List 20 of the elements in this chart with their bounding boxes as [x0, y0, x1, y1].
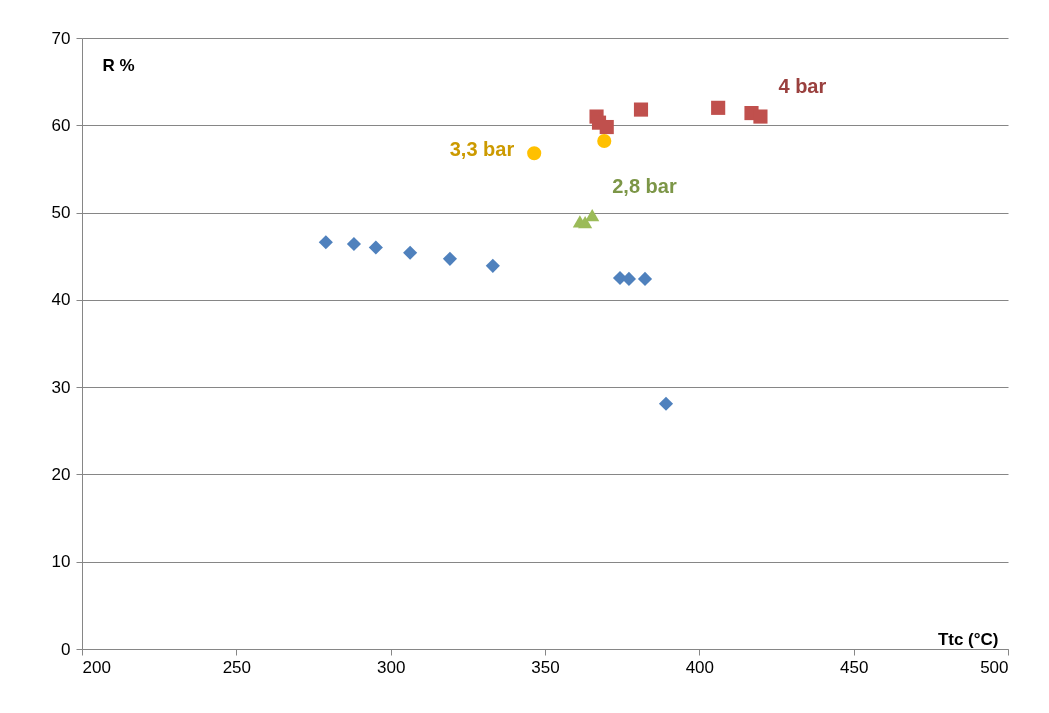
- y-tick-label: 20: [51, 464, 71, 484]
- series-label: 3,3 bar: [449, 138, 515, 161]
- y-tick-label: 10: [51, 552, 71, 572]
- y-tick-label: 70: [51, 28, 71, 48]
- x-tick-label: 500: [980, 657, 1009, 677]
- x-tick-label: 200: [82, 657, 111, 677]
- series-label: 4 bar: [778, 74, 827, 97]
- x-tick-label: 400: [685, 657, 715, 677]
- y-tick-label: 50: [51, 203, 71, 223]
- x-tick-label: 250: [222, 657, 252, 677]
- x-tick-label: 300: [376, 657, 406, 677]
- y-tick-label: 60: [51, 115, 71, 135]
- x-tick-label: 450: [839, 657, 869, 677]
- x-axis-title: Ttc (°C): [937, 629, 999, 649]
- y-tick-label: 30: [51, 377, 71, 397]
- series-label: 2,8 bar: [612, 175, 677, 198]
- y-axis-title: R %: [102, 55, 135, 75]
- y-tick-label: 0: [61, 639, 71, 659]
- y-tick-label: 40: [51, 290, 71, 310]
- x-tick-label: 350: [531, 657, 560, 677]
